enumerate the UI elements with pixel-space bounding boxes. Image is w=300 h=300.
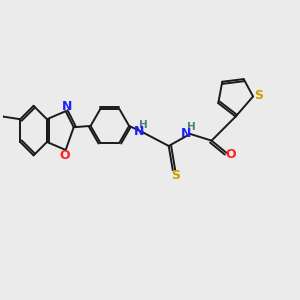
Text: N: N	[134, 125, 145, 138]
Text: H: H	[187, 122, 195, 132]
Text: N: N	[181, 127, 191, 140]
Text: S: S	[254, 88, 263, 102]
Text: O: O	[59, 149, 70, 162]
Text: H: H	[140, 120, 148, 130]
Text: O: O	[226, 148, 236, 160]
Text: S: S	[172, 169, 181, 182]
Text: N: N	[62, 100, 73, 113]
